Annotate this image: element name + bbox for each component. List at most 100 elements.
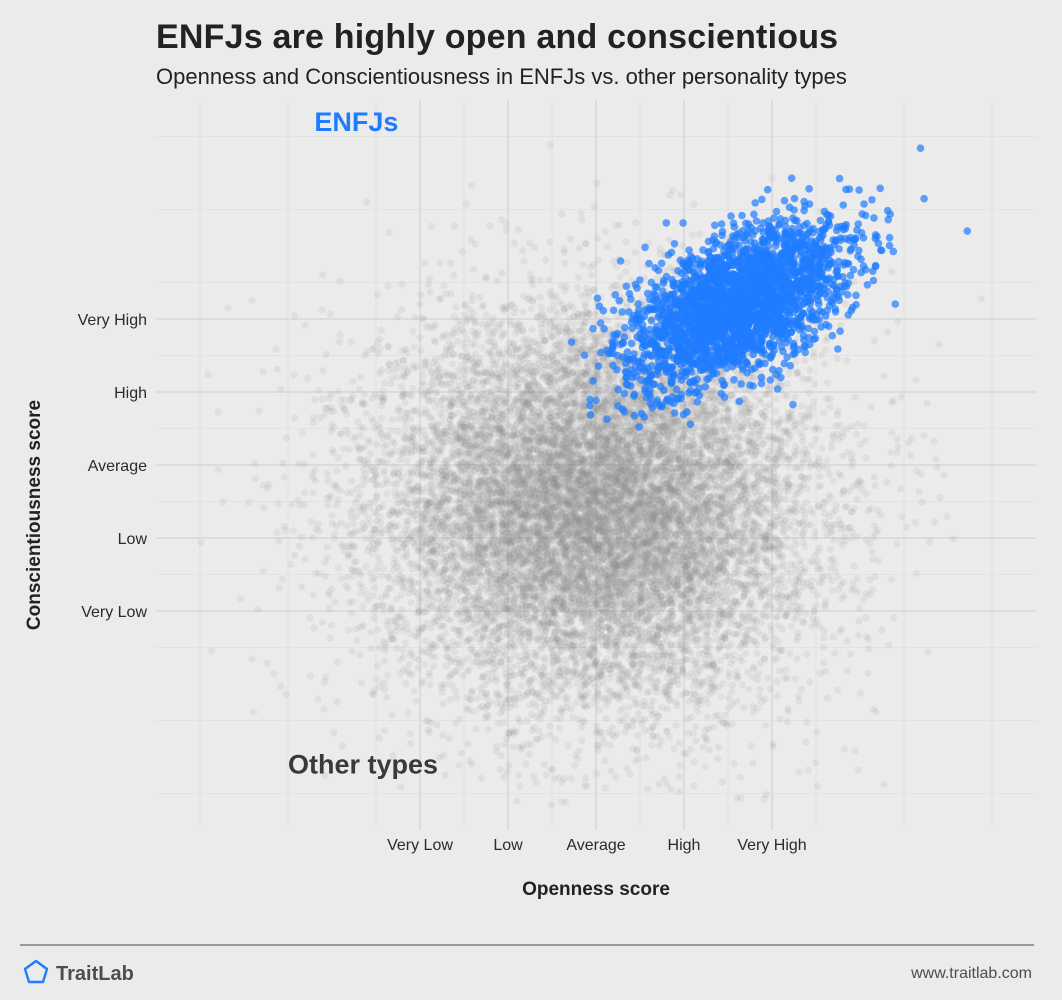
data-point-other xyxy=(461,534,469,542)
data-point-other xyxy=(744,668,752,676)
data-point-other xyxy=(363,590,371,598)
data-point-other xyxy=(775,606,783,614)
data-point-other xyxy=(308,518,316,526)
data-point-other xyxy=(484,656,492,665)
data-point-other xyxy=(668,464,677,472)
data-point-other xyxy=(566,235,575,243)
data-point-other xyxy=(505,761,513,769)
data-point-other xyxy=(629,505,638,513)
data-point-other xyxy=(529,428,537,436)
data-point-other xyxy=(776,667,784,675)
data-point-other xyxy=(496,518,504,526)
data-point-other xyxy=(745,686,753,694)
data-point-other xyxy=(550,437,559,445)
data-point-other xyxy=(658,604,666,613)
data-point-other xyxy=(645,636,653,644)
data-point-other xyxy=(578,342,586,350)
data-point-other xyxy=(407,599,415,607)
data-point-other xyxy=(353,636,361,644)
data-point-other xyxy=(457,458,465,466)
data-point-other xyxy=(486,524,494,532)
data-point-other xyxy=(509,743,517,751)
data-point-other xyxy=(522,573,531,581)
data-point-other xyxy=(537,430,545,439)
data-point-other xyxy=(677,624,685,632)
data-point-other xyxy=(638,647,647,655)
data-point-other xyxy=(726,463,734,471)
data-point-other xyxy=(593,770,601,778)
data-point-other xyxy=(730,760,738,768)
data-point-other xyxy=(443,471,451,479)
data-point-other xyxy=(607,767,615,775)
data-point-other xyxy=(784,370,793,378)
data-point-other xyxy=(717,445,725,453)
data-point-other xyxy=(452,641,460,649)
data-point-other xyxy=(449,400,457,408)
data-point-other xyxy=(561,553,569,561)
data-point-other xyxy=(345,626,353,634)
data-point-other xyxy=(741,521,749,529)
grid-lines xyxy=(156,100,1036,830)
data-point-other xyxy=(362,409,370,417)
data-point-other xyxy=(613,520,621,528)
data-point-other xyxy=(614,659,623,667)
data-point-other xyxy=(632,476,641,484)
data-point-other xyxy=(318,395,326,403)
data-point-other xyxy=(820,409,828,417)
data-point-other xyxy=(325,604,333,613)
data-point-other xyxy=(406,740,414,748)
data-point-other xyxy=(660,687,668,696)
data-point-other xyxy=(631,249,640,257)
data-point-other xyxy=(829,477,838,485)
data-point-other xyxy=(661,537,669,545)
data-point-other xyxy=(572,535,580,543)
data-point-other xyxy=(575,505,583,513)
data-point-other xyxy=(687,569,695,577)
data-point-other xyxy=(360,390,368,398)
data-point-other xyxy=(377,572,385,580)
data-point-other xyxy=(764,491,772,499)
data-point-other xyxy=(522,691,530,700)
data-point-other xyxy=(826,403,834,411)
data-point-other xyxy=(478,550,487,558)
data-point-other xyxy=(534,366,542,374)
data-point-other xyxy=(363,476,371,484)
data-point-other xyxy=(648,741,656,750)
data-point-other xyxy=(575,274,583,282)
data-point-other xyxy=(350,520,358,528)
data-point-other xyxy=(630,660,639,668)
data-point-other xyxy=(587,271,596,279)
data-point-other xyxy=(605,433,613,441)
data-point-other xyxy=(807,521,815,529)
data-point-other xyxy=(525,750,533,758)
data-point-other xyxy=(628,522,636,531)
data-point-other xyxy=(783,592,791,600)
data-point-other xyxy=(327,310,335,318)
data-point-other xyxy=(915,488,923,496)
data-point-other xyxy=(715,518,723,527)
data-point-other xyxy=(801,356,809,364)
data-point-other xyxy=(717,692,725,701)
data-point-other xyxy=(404,708,412,716)
data-point-other xyxy=(692,548,700,556)
data-point-other xyxy=(495,445,503,453)
data-point-other xyxy=(617,584,625,592)
data-point-other xyxy=(655,780,663,788)
data-point-other xyxy=(333,698,341,706)
data-point-other xyxy=(593,433,601,441)
data-point-other xyxy=(612,528,620,536)
data-point-other xyxy=(604,491,612,499)
data-point-other xyxy=(539,587,547,595)
data-point-other xyxy=(208,647,216,655)
data-point-other xyxy=(553,621,561,629)
data-point-other xyxy=(728,688,736,696)
data-point-other xyxy=(499,331,507,339)
data-point-other xyxy=(784,392,792,400)
data-point-other xyxy=(517,569,525,577)
data-point-other xyxy=(306,672,314,680)
data-point-other xyxy=(413,501,421,509)
data-point-other xyxy=(579,260,587,269)
data-point-other xyxy=(448,485,457,493)
data-point-other xyxy=(251,475,260,483)
data-point-other xyxy=(375,734,383,742)
